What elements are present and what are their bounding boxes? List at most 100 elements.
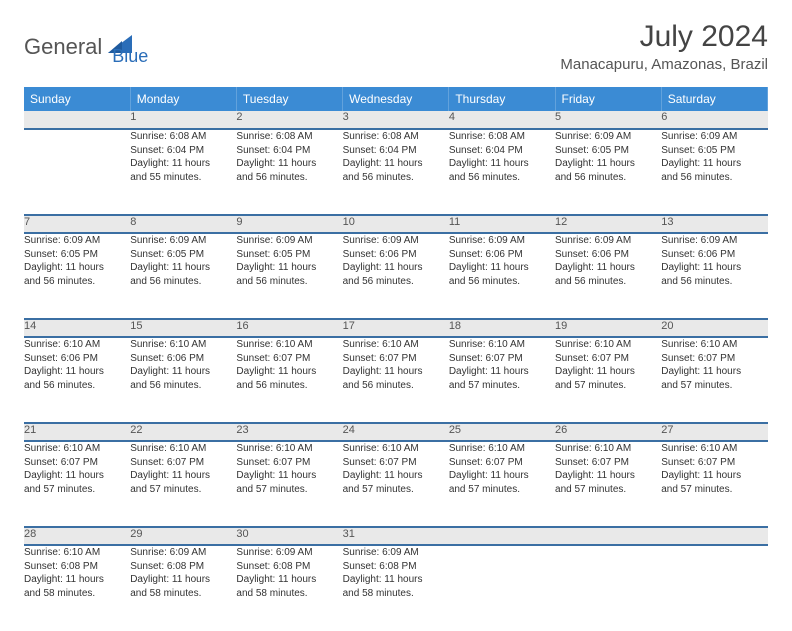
day-cell: Sunrise: 6:10 AMSunset: 6:07 PMDaylight:… bbox=[236, 337, 342, 423]
day-info-line: and 57 minutes. bbox=[343, 483, 449, 497]
day-number: 30 bbox=[236, 527, 342, 545]
day-info-line: and 56 minutes. bbox=[449, 171, 555, 185]
day-info-line: Daylight: 11 hours bbox=[343, 365, 449, 379]
day-info-line: Sunrise: 6:09 AM bbox=[555, 234, 661, 248]
day-info-line: and 56 minutes. bbox=[130, 275, 236, 289]
weekday-tuesday: Tuesday bbox=[236, 87, 342, 111]
day-info-line: Sunrise: 6:10 AM bbox=[236, 442, 342, 456]
day-number: 25 bbox=[449, 423, 555, 441]
brand-blue: Blue bbox=[112, 46, 148, 67]
day-number: 7 bbox=[24, 215, 130, 233]
weekday-thursday: Thursday bbox=[449, 87, 555, 111]
day-cell: Sunrise: 6:10 AMSunset: 6:07 PMDaylight:… bbox=[343, 337, 449, 423]
day-info-line: Sunrise: 6:10 AM bbox=[24, 442, 130, 456]
weekday-saturday: Saturday bbox=[661, 87, 767, 111]
day-info-line: Daylight: 11 hours bbox=[24, 365, 130, 379]
day-cell: Sunrise: 6:08 AMSunset: 6:04 PMDaylight:… bbox=[130, 129, 236, 215]
day-info-line: and 57 minutes. bbox=[555, 483, 661, 497]
day-cell: Sunrise: 6:10 AMSunset: 6:07 PMDaylight:… bbox=[24, 441, 130, 527]
day-info-line: Sunset: 6:07 PM bbox=[449, 456, 555, 470]
day-number-row: 123456 bbox=[24, 111, 768, 129]
day-info-line: Sunrise: 6:09 AM bbox=[661, 234, 767, 248]
day-number bbox=[449, 527, 555, 545]
day-info-line: Sunrise: 6:09 AM bbox=[130, 234, 236, 248]
day-info-line: Sunset: 6:05 PM bbox=[555, 144, 661, 158]
brand-general: General bbox=[24, 34, 102, 60]
day-cell: Sunrise: 6:09 AMSunset: 6:08 PMDaylight:… bbox=[236, 545, 342, 631]
day-info-line: Sunrise: 6:09 AM bbox=[555, 130, 661, 144]
day-cell: Sunrise: 6:09 AMSunset: 6:06 PMDaylight:… bbox=[555, 233, 661, 319]
day-cell: Sunrise: 6:10 AMSunset: 6:07 PMDaylight:… bbox=[449, 441, 555, 527]
day-info-line: Sunset: 6:07 PM bbox=[130, 456, 236, 470]
day-number bbox=[24, 111, 130, 129]
day-cell: Sunrise: 6:08 AMSunset: 6:04 PMDaylight:… bbox=[236, 129, 342, 215]
day-info-line: and 55 minutes. bbox=[130, 171, 236, 185]
day-number bbox=[661, 527, 767, 545]
day-info-line: and 56 minutes. bbox=[236, 379, 342, 393]
day-info-line: Sunrise: 6:08 AM bbox=[236, 130, 342, 144]
day-info-line: Sunrise: 6:10 AM bbox=[130, 442, 236, 456]
brand-logo: General Blue bbox=[24, 26, 148, 67]
day-number: 27 bbox=[661, 423, 767, 441]
day-info-line: and 57 minutes. bbox=[555, 379, 661, 393]
day-info-line: Sunrise: 6:09 AM bbox=[236, 234, 342, 248]
day-cell: Sunrise: 6:10 AMSunset: 6:07 PMDaylight:… bbox=[555, 441, 661, 527]
day-info-line: Daylight: 11 hours bbox=[130, 261, 236, 275]
day-info-line: Sunset: 6:05 PM bbox=[130, 248, 236, 262]
day-info-line: Sunrise: 6:10 AM bbox=[449, 338, 555, 352]
day-cell: Sunrise: 6:10 AMSunset: 6:07 PMDaylight:… bbox=[555, 337, 661, 423]
day-content-row: Sunrise: 6:08 AMSunset: 6:04 PMDaylight:… bbox=[24, 129, 768, 215]
day-info-line: Sunrise: 6:09 AM bbox=[24, 234, 130, 248]
day-number: 2 bbox=[236, 111, 342, 129]
day-info-line: Sunrise: 6:08 AM bbox=[449, 130, 555, 144]
day-cell: Sunrise: 6:09 AMSunset: 6:08 PMDaylight:… bbox=[130, 545, 236, 631]
day-info-line: Sunset: 6:04 PM bbox=[236, 144, 342, 158]
day-info-line: and 57 minutes. bbox=[661, 379, 767, 393]
day-number: 4 bbox=[449, 111, 555, 129]
day-number: 23 bbox=[236, 423, 342, 441]
day-info-line: Sunset: 6:07 PM bbox=[343, 456, 449, 470]
day-info-line: Sunset: 6:06 PM bbox=[449, 248, 555, 262]
day-number: 3 bbox=[343, 111, 449, 129]
day-info-line: Sunrise: 6:10 AM bbox=[661, 338, 767, 352]
day-info-line: and 57 minutes. bbox=[130, 483, 236, 497]
day-info-line: Sunrise: 6:09 AM bbox=[130, 546, 236, 560]
day-info-line: Sunset: 6:06 PM bbox=[661, 248, 767, 262]
day-info-line: and 58 minutes. bbox=[24, 587, 130, 601]
day-info-line: Daylight: 11 hours bbox=[236, 469, 342, 483]
day-number: 1 bbox=[130, 111, 236, 129]
day-number: 26 bbox=[555, 423, 661, 441]
day-info-line: Daylight: 11 hours bbox=[661, 157, 767, 171]
day-info-line: Sunrise: 6:09 AM bbox=[449, 234, 555, 248]
day-cell: Sunrise: 6:09 AMSunset: 6:06 PMDaylight:… bbox=[661, 233, 767, 319]
day-info-line: Daylight: 11 hours bbox=[343, 573, 449, 587]
day-info-line: Sunrise: 6:10 AM bbox=[343, 338, 449, 352]
day-info-line: and 57 minutes. bbox=[449, 379, 555, 393]
day-cell: Sunrise: 6:09 AMSunset: 6:05 PMDaylight:… bbox=[555, 129, 661, 215]
day-cell bbox=[555, 545, 661, 631]
calendar-table: Sunday Monday Tuesday Wednesday Thursday… bbox=[24, 87, 768, 631]
day-info-line: and 58 minutes. bbox=[236, 587, 342, 601]
weekday-header-row: Sunday Monday Tuesday Wednesday Thursday… bbox=[24, 87, 768, 111]
day-info-line: and 56 minutes. bbox=[24, 275, 130, 289]
day-cell: Sunrise: 6:08 AMSunset: 6:04 PMDaylight:… bbox=[449, 129, 555, 215]
day-cell: Sunrise: 6:09 AMSunset: 6:06 PMDaylight:… bbox=[343, 233, 449, 319]
day-cell bbox=[24, 129, 130, 215]
day-info-line: and 56 minutes. bbox=[24, 379, 130, 393]
day-cell: Sunrise: 6:10 AMSunset: 6:08 PMDaylight:… bbox=[24, 545, 130, 631]
day-info-line: Daylight: 11 hours bbox=[555, 261, 661, 275]
day-cell: Sunrise: 6:09 AMSunset: 6:05 PMDaylight:… bbox=[236, 233, 342, 319]
day-info-line: Sunrise: 6:08 AM bbox=[343, 130, 449, 144]
day-info-line: Daylight: 11 hours bbox=[449, 157, 555, 171]
day-number: 21 bbox=[24, 423, 130, 441]
weekday-monday: Monday bbox=[130, 87, 236, 111]
day-info-line: Daylight: 11 hours bbox=[661, 469, 767, 483]
day-info-line: Daylight: 11 hours bbox=[130, 573, 236, 587]
day-info-line: Sunset: 6:04 PM bbox=[130, 144, 236, 158]
weekday-sunday: Sunday bbox=[24, 87, 130, 111]
day-info-line: Daylight: 11 hours bbox=[449, 469, 555, 483]
day-content-row: Sunrise: 6:10 AMSunset: 6:08 PMDaylight:… bbox=[24, 545, 768, 631]
day-info-line: Sunset: 6:08 PM bbox=[130, 560, 236, 574]
day-number: 17 bbox=[343, 319, 449, 337]
day-number bbox=[555, 527, 661, 545]
